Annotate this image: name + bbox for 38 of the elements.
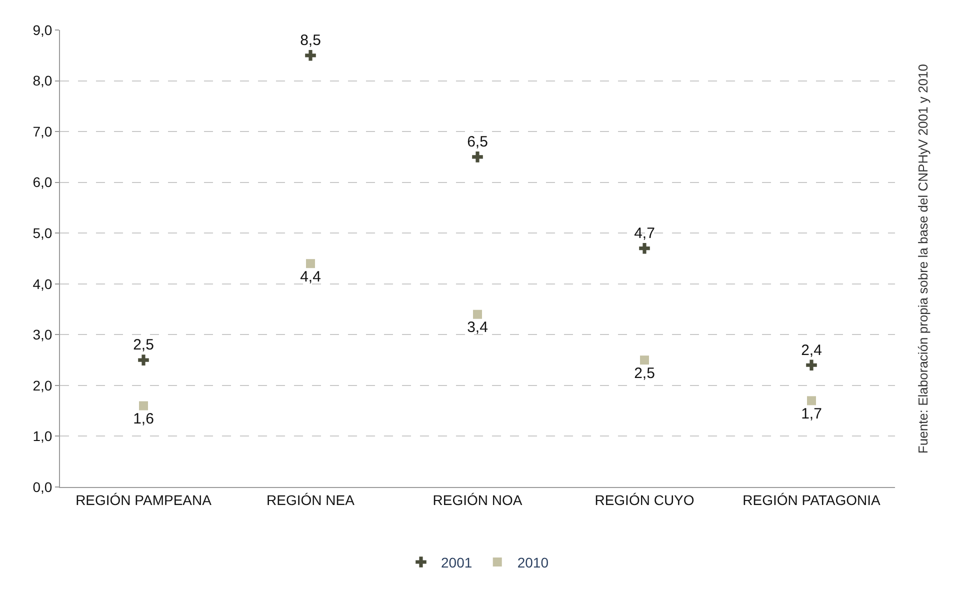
x-tick-label: REGIÓN NOA bbox=[432, 492, 523, 508]
data-label: 2,5 bbox=[133, 336, 154, 354]
point bbox=[472, 152, 483, 162]
x-tick-label: REGIÓN NEA bbox=[266, 492, 356, 508]
y-tick-label: 2,0 bbox=[32, 377, 52, 394]
data-label: 4,7 bbox=[634, 224, 655, 242]
point bbox=[806, 360, 817, 371]
point bbox=[138, 354, 149, 366]
y-tick-label: 9,0 bbox=[32, 22, 52, 38]
point bbox=[139, 401, 148, 410]
data-label: 6,5 bbox=[467, 134, 488, 151]
data-label: 8,5 bbox=[300, 32, 321, 50]
y-tick-label: 5,0 bbox=[32, 225, 52, 242]
point bbox=[640, 356, 649, 365]
data-label: 2,4 bbox=[801, 342, 822, 359]
point bbox=[306, 259, 315, 268]
x-tick-label: REGIÓN PAMPEANA bbox=[76, 492, 212, 508]
x-tick-label: REGIÓN CUYO bbox=[594, 492, 694, 508]
point bbox=[305, 50, 316, 61]
data-label: 4,4 bbox=[300, 268, 321, 286]
y-tick-label: 3,0 bbox=[32, 326, 52, 343]
point bbox=[639, 242, 650, 254]
x-tick-label: REGIÓN PATAGONIA bbox=[742, 492, 881, 508]
point bbox=[807, 396, 816, 406]
data-label: 3,4 bbox=[467, 319, 488, 336]
legend-label: 2001 bbox=[441, 554, 472, 570]
y-tick-label: 7,0 bbox=[32, 123, 52, 140]
y-tick-label: 4,0 bbox=[32, 276, 52, 292]
y-tick-label: 1,0 bbox=[32, 428, 52, 444]
y-tick-label: 8,0 bbox=[32, 72, 52, 89]
data-label: 1,6 bbox=[133, 410, 154, 428]
data-label: 1,7 bbox=[801, 406, 822, 423]
y-tick-label: 6,0 bbox=[32, 174, 52, 190]
data-label: 2,5 bbox=[634, 364, 655, 382]
y-tick-label: 0,0 bbox=[32, 478, 52, 495]
point bbox=[473, 310, 482, 319]
legend-label: 2010 bbox=[517, 554, 549, 570]
source-note: Fuente: Elaboración propia sobre la base del CNPHyV 2001 y 2010 bbox=[916, 64, 931, 454]
